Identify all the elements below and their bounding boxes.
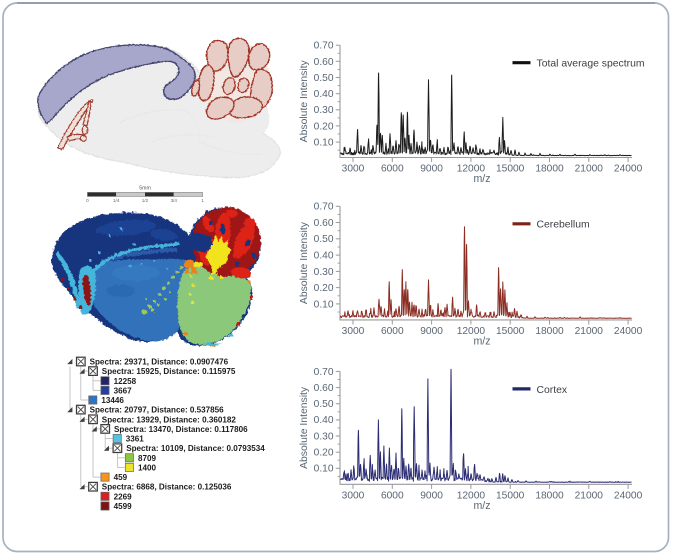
svg-text:12000: 12000 <box>457 326 486 337</box>
svg-text:18000: 18000 <box>535 491 564 502</box>
svg-text:2269: 2269 <box>114 492 133 501</box>
svg-text:0: 0 <box>86 198 89 203</box>
svg-text:0.50: 0.50 <box>314 399 334 410</box>
svg-text:0.70: 0.70 <box>314 41 334 52</box>
svg-text:3000: 3000 <box>342 326 365 337</box>
svg-text:9000: 9000 <box>420 491 443 502</box>
svg-text:Spectra: 13929, Distance: 0.36: Spectra: 13929, Distance: 0.360182 <box>102 415 237 424</box>
svg-text:Cerebellum: Cerebellum <box>537 220 590 231</box>
svg-text:1400: 1400 <box>138 463 157 472</box>
svg-text:1/4: 1/4 <box>113 198 120 203</box>
svg-text:0.10: 0.10 <box>314 138 334 149</box>
svg-text:0.40: 0.40 <box>314 89 334 100</box>
svg-text:m/z: m/z <box>473 173 490 185</box>
svg-text:3667: 3667 <box>114 386 133 395</box>
svg-text:0.10: 0.10 <box>314 464 334 475</box>
svg-text:18000: 18000 <box>535 326 564 337</box>
svg-text:9000: 9000 <box>420 164 443 175</box>
svg-text:0.50: 0.50 <box>314 234 334 245</box>
svg-text:6000: 6000 <box>381 164 404 175</box>
svg-text:3000: 3000 <box>342 491 365 502</box>
svg-text:9000: 9000 <box>420 326 443 337</box>
svg-text:Absolute Intensity: Absolute Intensity <box>299 386 310 469</box>
svg-text:21000: 21000 <box>575 491 604 502</box>
svg-text:Spectra: 10109, Distance: 0.07: Spectra: 10109, Distance: 0.0793534 <box>126 444 265 453</box>
svg-text:21000: 21000 <box>575 326 604 337</box>
svg-text:6000: 6000 <box>381 326 404 337</box>
svg-text:21000: 21000 <box>575 164 604 175</box>
svg-text:0.40: 0.40 <box>314 251 334 262</box>
svg-text:0.30: 0.30 <box>314 267 334 278</box>
svg-text:0.70: 0.70 <box>314 367 334 378</box>
svg-text:5mm: 5mm <box>139 185 151 191</box>
svg-text:15000: 15000 <box>496 164 525 175</box>
svg-text:12000: 12000 <box>457 164 486 175</box>
svg-text:4599: 4599 <box>114 502 133 511</box>
svg-text:Cortex: Cortex <box>537 385 568 396</box>
svg-text:m/z: m/z <box>473 335 490 347</box>
svg-text:Spectra: 13470, Distance: 0.11: Spectra: 13470, Distance: 0.117806 <box>114 425 248 434</box>
svg-text:m/z: m/z <box>473 500 490 512</box>
svg-text:Spectra: 29371, Distance: 0.09: Spectra: 29371, Distance: 0.0907476 <box>90 358 229 367</box>
svg-text:0.10: 0.10 <box>314 299 334 310</box>
svg-text:12258: 12258 <box>114 377 137 386</box>
svg-text:Total average spectrum: Total average spectrum <box>537 59 645 70</box>
svg-text:0.60: 0.60 <box>314 57 334 68</box>
svg-text:8709: 8709 <box>138 454 157 463</box>
svg-text:Spectra: 6868, Distance: 0.125: Spectra: 6868, Distance: 0.125036 <box>102 483 232 492</box>
svg-text:12000: 12000 <box>457 491 486 502</box>
svg-text:6000: 6000 <box>381 491 404 502</box>
svg-text:0.40: 0.40 <box>314 415 334 426</box>
svg-text:0.50: 0.50 <box>314 73 334 84</box>
svg-text:Absolute Intensity: Absolute Intensity <box>299 59 310 142</box>
svg-text:0.30: 0.30 <box>314 431 334 442</box>
svg-text:24000: 24000 <box>614 491 643 502</box>
svg-text:3/4: 3/4 <box>171 198 178 203</box>
svg-text:Spectra: 15925, Distance: 0.11: Spectra: 15925, Distance: 0.115975 <box>102 367 236 376</box>
svg-text:0.60: 0.60 <box>314 383 334 394</box>
svg-text:Absolute Intensity: Absolute Intensity <box>299 221 310 304</box>
svg-text:3361: 3361 <box>126 435 145 444</box>
svg-text:1/2: 1/2 <box>142 198 149 203</box>
svg-text:459: 459 <box>114 473 128 482</box>
svg-text:0.70: 0.70 <box>314 202 334 213</box>
svg-text:18000: 18000 <box>535 164 564 175</box>
svg-text:24000: 24000 <box>614 164 643 175</box>
svg-text:13446: 13446 <box>101 396 124 405</box>
svg-text:0.30: 0.30 <box>314 105 334 116</box>
svg-text:0.20: 0.20 <box>314 283 334 294</box>
svg-text:15000: 15000 <box>496 491 525 502</box>
svg-text:0.20: 0.20 <box>314 121 334 132</box>
svg-text:24000: 24000 <box>614 326 643 337</box>
svg-text:0.20: 0.20 <box>314 448 334 459</box>
svg-text:3000: 3000 <box>342 164 365 175</box>
svg-text:15000: 15000 <box>496 326 525 337</box>
svg-text:Spectra: 20797, Distance: 0.53: Spectra: 20797, Distance: 0.537856 <box>90 406 225 415</box>
svg-text:1: 1 <box>201 198 204 203</box>
svg-text:0.60: 0.60 <box>314 218 334 229</box>
